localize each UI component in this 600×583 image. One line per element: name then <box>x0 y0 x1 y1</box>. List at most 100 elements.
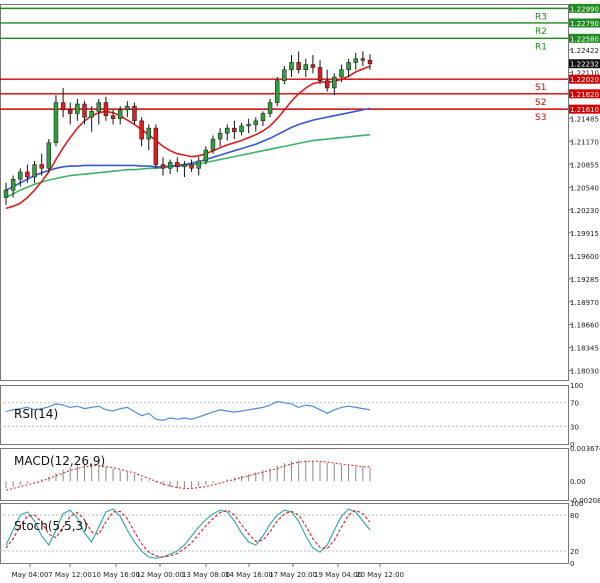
stoch-label: Stoch(5,5,3) <box>14 519 88 533</box>
candle-body <box>225 127 230 134</box>
time-tick-label: 17 May 20:00 <box>269 571 317 579</box>
candle-body <box>167 162 173 169</box>
time-tick-label: May 04:00 <box>12 571 49 579</box>
current-price-tag <box>569 59 600 69</box>
level-name-s2: S2 <box>535 98 546 108</box>
level-price-tag <box>569 3 600 13</box>
candle-body <box>117 109 123 119</box>
candle-body <box>239 125 244 133</box>
candle-body <box>46 142 52 169</box>
rsi-tick-label: 30 <box>570 423 579 431</box>
price-tick-label: 1.18970 <box>570 299 599 307</box>
level-price-label: 1.22020 <box>570 76 599 84</box>
stoch-k-line <box>5 508 371 559</box>
candle-body <box>75 103 80 114</box>
ma-mid-line <box>5 107 371 191</box>
price-tick-label: 1.21170 <box>570 138 599 146</box>
candle-body <box>232 127 237 133</box>
macd-tick-label: -0.002086 <box>570 497 600 505</box>
candle-body <box>332 76 337 89</box>
stoch-d-line <box>5 509 371 558</box>
price-tick-label: 1.20855 <box>570 161 599 169</box>
candle-body <box>60 102 66 111</box>
macd-tick-label: 0.003674 <box>570 445 600 453</box>
candle-body <box>210 138 216 151</box>
time-tick-label: 14 May 16:00 <box>225 571 273 579</box>
candle-body <box>10 178 16 191</box>
candle-body <box>96 102 101 112</box>
price-tick-label: 1.19600 <box>570 253 599 261</box>
candle-body <box>324 80 330 89</box>
rsi-tick-label: 70 <box>570 400 579 408</box>
candle-body <box>39 164 44 169</box>
candle-body <box>110 115 116 119</box>
ma-fast-line <box>5 65 371 210</box>
level-price-label: 1.22580 <box>570 35 599 43</box>
candle-body <box>153 127 159 165</box>
price-tick-label: 1.20540 <box>570 184 599 192</box>
macd-signal-line <box>5 460 370 491</box>
candle-body <box>310 64 316 68</box>
candle-body <box>260 113 266 122</box>
time-tick-label: 19 May 04:00 <box>314 571 362 579</box>
panel-frame <box>0 448 569 501</box>
candle-body <box>182 164 187 168</box>
level-price-label: 1.22990 <box>570 5 599 13</box>
level-price-label: 1.22790 <box>570 20 599 28</box>
candle-body <box>303 64 308 70</box>
candle-body <box>82 103 87 118</box>
rsi-label: RSI(14) <box>14 407 58 421</box>
price-tick-label: 1.22110 <box>570 70 599 78</box>
current-price-label: 1.22232 <box>570 61 599 69</box>
candle-body <box>25 171 30 178</box>
candle-body <box>275 80 280 103</box>
stoch-tick-label: 20 <box>570 548 579 556</box>
level-name-s3: S3 <box>535 113 546 123</box>
price-tick-label: 1.19915 <box>570 230 599 238</box>
level-price-label: 1.21820 <box>570 91 599 99</box>
level-price-tag <box>569 104 600 114</box>
candle-body <box>132 105 137 122</box>
level-name-r3: R3 <box>535 12 547 22</box>
stoch-tick-label: 0 <box>570 560 574 568</box>
price-tick-label: 1.20230 <box>570 207 599 215</box>
panel-frame <box>0 4 569 381</box>
candle-body <box>346 62 351 70</box>
price-tick-label: 1.19285 <box>570 276 599 284</box>
price-tick-label: 1.21485 <box>570 115 599 123</box>
rsi-tick-label: 100 <box>570 382 583 390</box>
candle-body <box>53 102 59 143</box>
level-price-tag <box>569 33 600 43</box>
candle-body <box>3 189 9 198</box>
level-price-tag <box>569 18 600 28</box>
macd-tick-label: 0.00 <box>570 478 586 486</box>
candle-body <box>282 69 287 81</box>
time-tick-label: 20 May 12:00 <box>356 571 404 579</box>
rsi-tick-label: 0 <box>570 441 574 449</box>
panel-frame <box>0 503 569 564</box>
time-tick-label: 12 May 00:00 <box>136 571 184 579</box>
macd-panel: 0.003674 0.00 -0.002086 <box>5 445 600 505</box>
candle-body <box>253 120 259 125</box>
level-name-r1: R1 <box>535 42 547 52</box>
candle-body <box>360 58 366 61</box>
panel-frame <box>0 385 569 445</box>
ma-slow-line <box>5 133 371 199</box>
candle-body <box>175 162 180 168</box>
level-name-s1: S1 <box>535 83 546 93</box>
time-tick-label: 7 May 12:00 <box>48 571 92 579</box>
candle-body <box>196 160 201 169</box>
candle-body <box>189 164 194 169</box>
price-panel: 1.22990 1.22790 1.22580 1.22422 1.222321.221… <box>0 3 600 564</box>
level-price-tag <box>569 89 600 99</box>
candle-body <box>203 149 209 162</box>
candle-body <box>289 62 294 70</box>
candle-body <box>339 69 344 78</box>
rsi-panel: 100 70 30 0 <box>0 382 583 449</box>
candle-body <box>317 67 323 81</box>
candle-body <box>32 164 37 178</box>
candle-body <box>103 102 109 116</box>
level-price-tag <box>569 74 600 84</box>
